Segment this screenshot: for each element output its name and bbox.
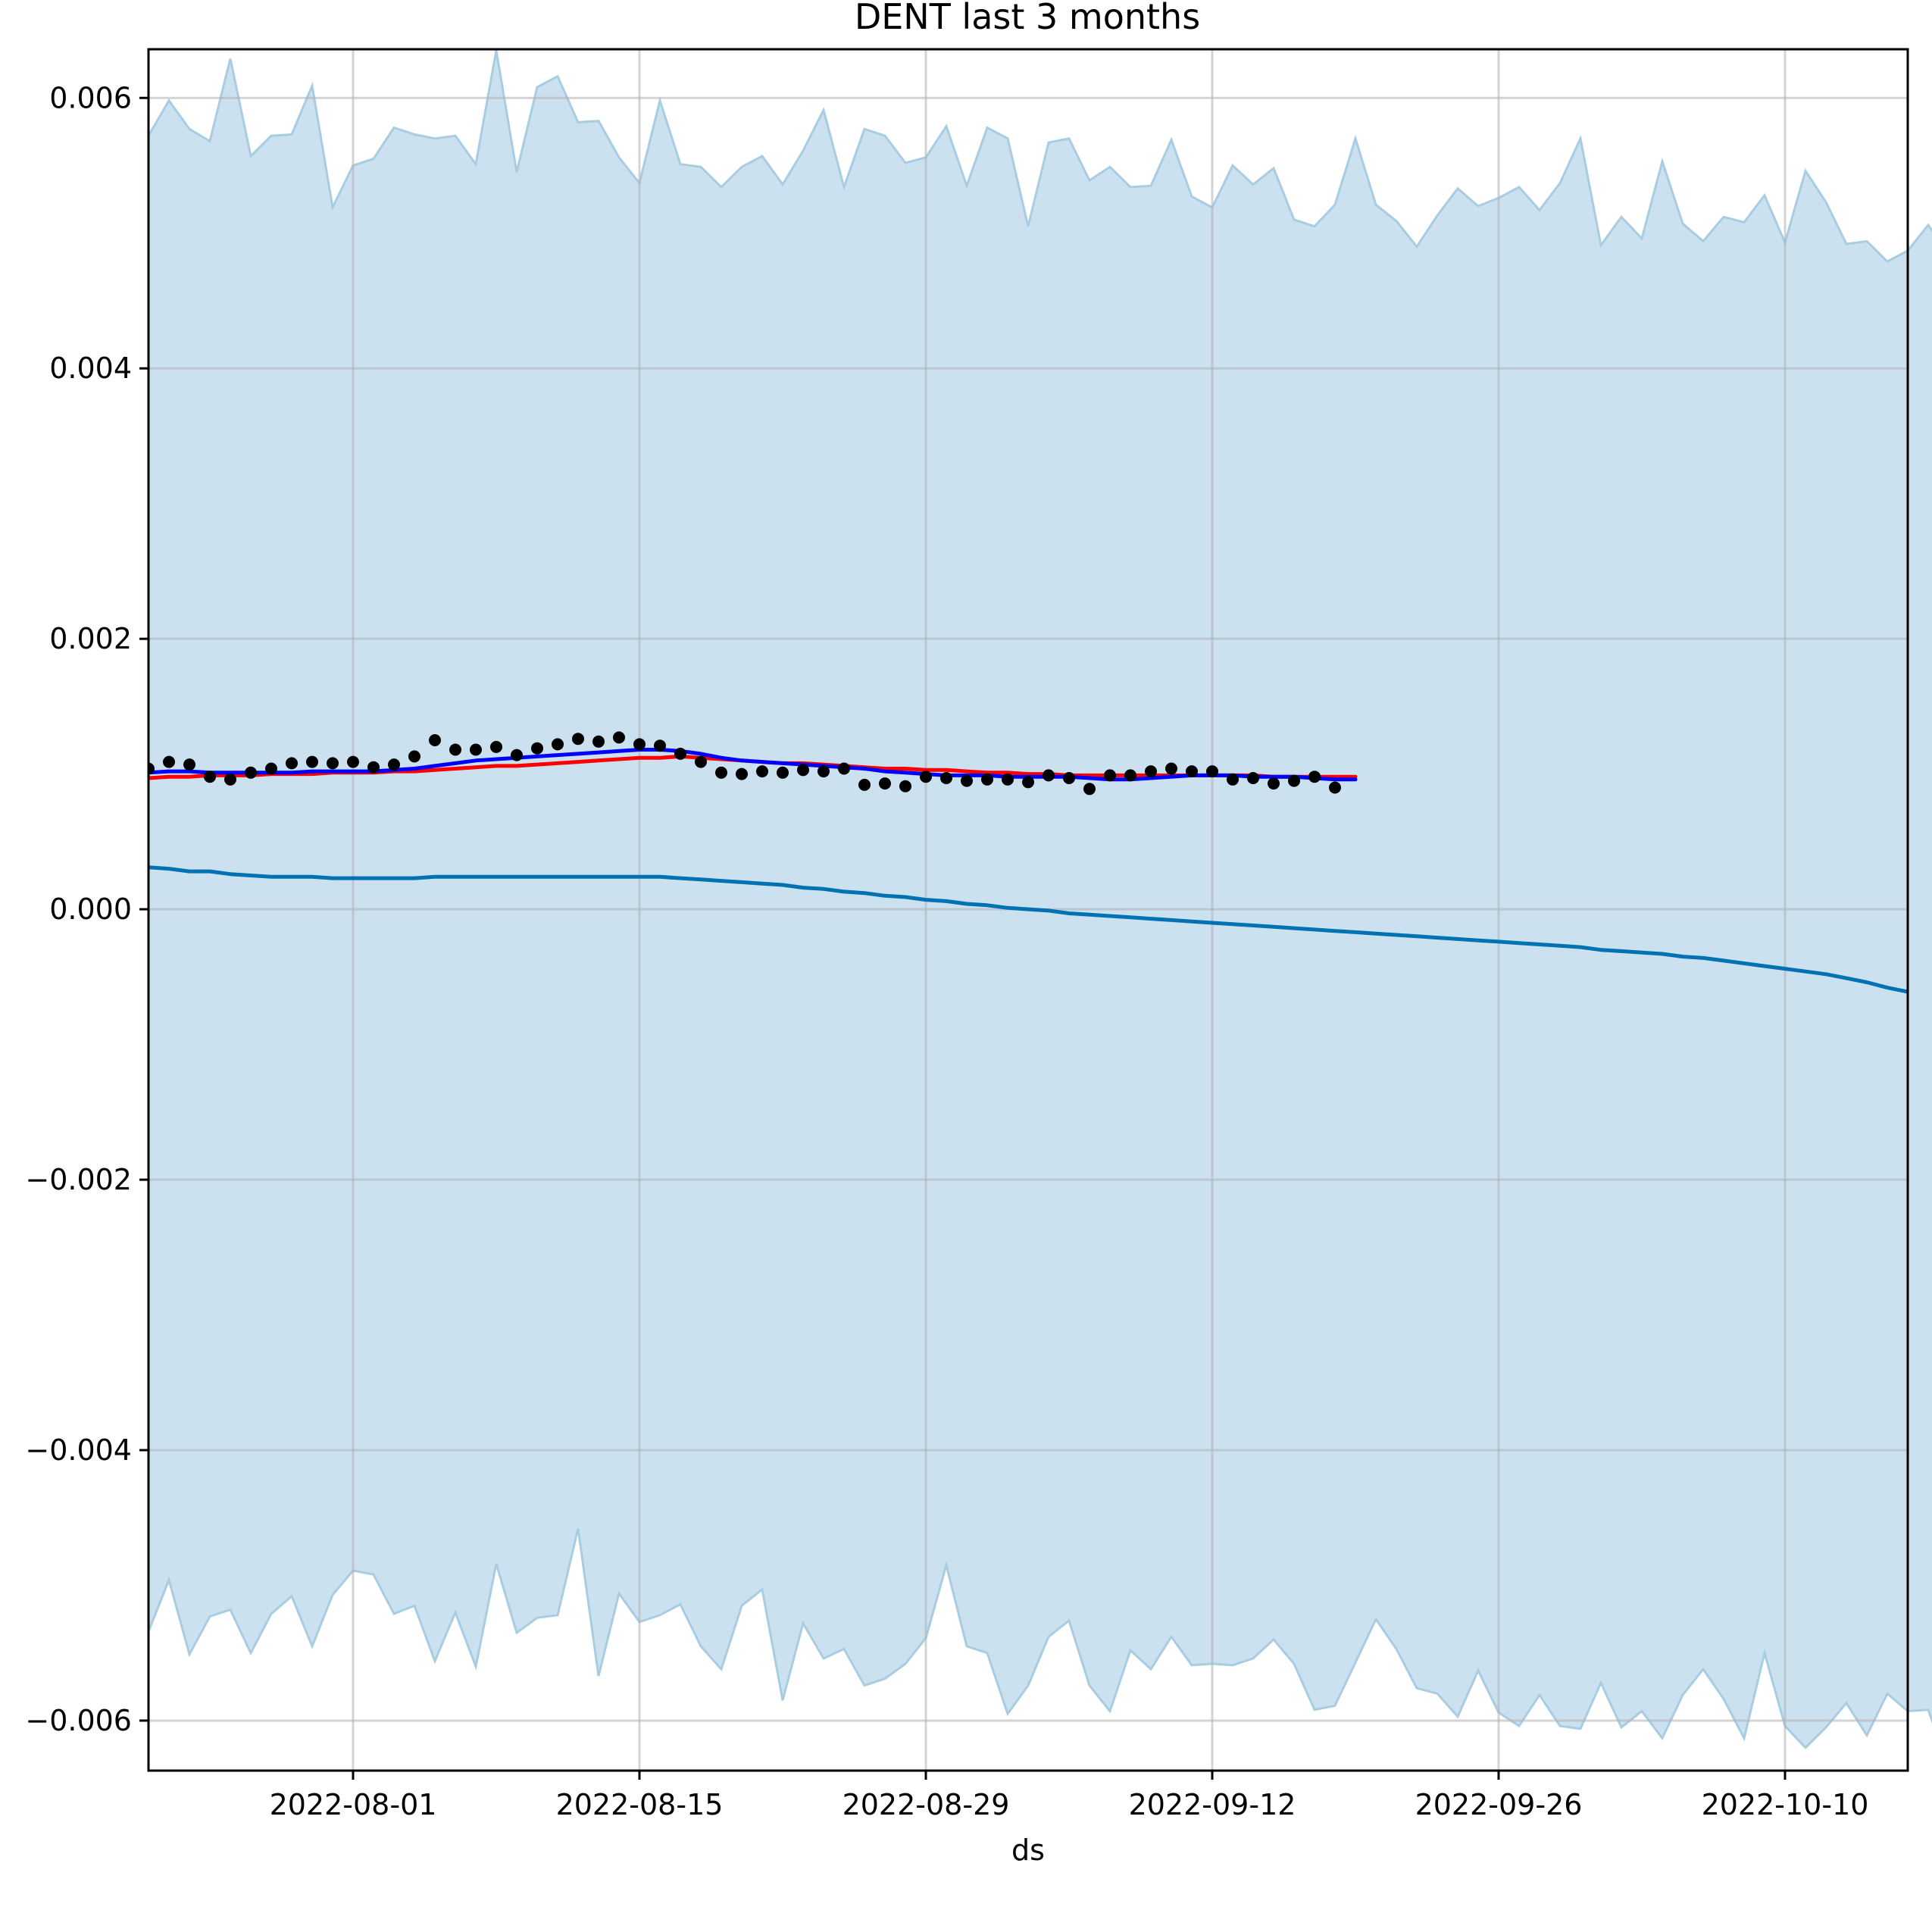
x-tick-label: 2022-08-01 [270,1788,437,1821]
plot-area [147,50,1932,1749]
observed-point [1186,765,1198,778]
observed-point [1247,772,1259,784]
observed-point [531,742,543,755]
observed-point [777,766,789,779]
observed-point [633,738,646,751]
x-tick-label: 2022-09-26 [1415,1788,1583,1821]
observed-point [163,755,175,768]
observed-point [388,758,400,771]
observed-point [204,771,216,783]
observed-point [1268,777,1280,790]
observed-point [654,739,666,752]
observed-point [347,755,359,768]
observed-point [1063,772,1075,784]
observed-point [695,755,707,768]
observed-point [183,758,195,771]
observed-point [449,743,461,756]
observed-point [838,762,850,775]
observed-point [1206,765,1218,778]
observed-point [1043,769,1055,782]
observed-point [879,777,891,790]
observed-point [797,764,809,777]
observed-point [1308,771,1321,783]
observed-point [367,761,380,774]
chart-title: DENT last 3 months [855,0,1200,37]
data-layer [148,731,1908,994]
observed-point [1227,773,1239,786]
observed-point [940,772,952,784]
observed-point [306,755,318,768]
observed-point [1022,776,1034,789]
observed-point [265,762,277,775]
observed-point [1083,783,1096,796]
x-tick-label: 2022-08-29 [843,1788,1010,1821]
observed-point [1329,781,1341,794]
y-axis: 0.006 0.004 0.002 0.000 −0.002 −0.004 −0.006 [25,81,148,1737]
observed-point [736,767,748,780]
observed-point [1104,769,1116,782]
observed-point [1288,774,1300,787]
x-tick-label: 2022-08-15 [556,1788,724,1821]
blue-moving-average-line [148,748,1358,782]
observed-point [592,735,605,748]
y-tick-label: 0.006 [49,81,132,114]
observed-point [511,749,523,761]
observed-point [1165,762,1177,775]
observed-point [981,773,993,786]
observed-point [224,773,236,786]
y-tick-label: 0.000 [49,893,132,926]
y-tick-label: −0.006 [25,1704,132,1737]
observed-point [429,734,441,746]
observed-point [572,733,584,746]
x-axis-label: ds [1011,1834,1045,1867]
observed-point [327,757,339,770]
observed-point [470,743,482,756]
observed-point [245,766,257,779]
observed-point [1124,769,1136,782]
observed-point [408,750,420,763]
y-tick-label: 0.002 [49,622,132,655]
observed-point [961,774,973,787]
trend-line [148,865,1908,994]
observed-point [613,731,625,744]
observed-point [858,778,871,791]
observed-point [756,765,768,778]
grid-lines [148,49,1908,1771]
x-tick-label: 2022-09-12 [1129,1788,1296,1821]
observed-point [674,747,686,760]
observed-point [490,740,502,753]
observed-point [715,766,727,779]
observed-point [1145,765,1157,778]
x-axis: 2022-08-01 2022-08-15 2022-08-29 2022-09-12… [270,1771,1869,1821]
uncertainty-band [147,50,1932,1749]
observed-point [818,765,830,778]
observed-point [899,780,911,792]
observed-point [1002,773,1014,786]
observed-point [920,771,932,783]
y-tick-label: 0.004 [49,352,132,385]
observed-point [552,738,564,751]
x-tick-label: 2022-10-10 [1702,1788,1869,1821]
observed-point [286,757,298,770]
observed-point [148,762,155,775]
observed-points [148,731,1341,796]
y-tick-label: −0.002 [25,1163,132,1196]
y-tick-label: −0.004 [25,1433,132,1467]
